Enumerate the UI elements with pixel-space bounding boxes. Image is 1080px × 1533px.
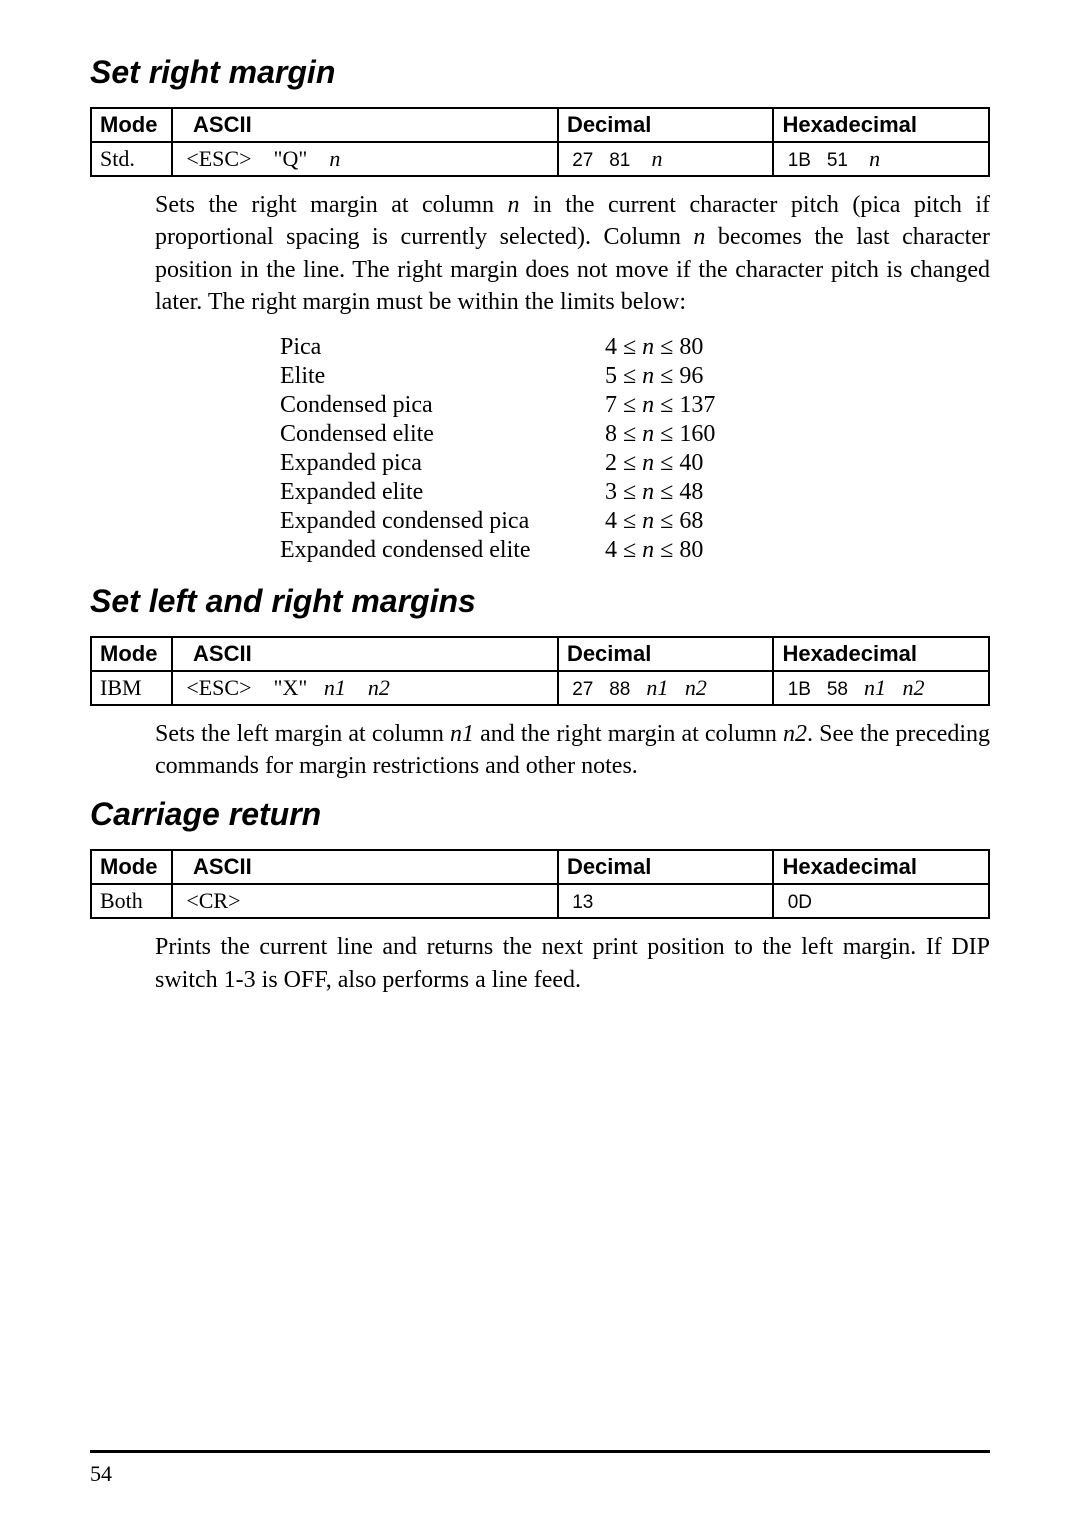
cell-mode: Std. [91,142,172,176]
cell-hex: 0D [773,884,989,918]
col-decimal: Decimal [558,850,774,884]
cell-hex: 1B 58 n1 n2 [773,671,989,705]
table-header-row: Mode ASCII Decimal Hexadecimal [91,108,989,142]
col-hex: Hexadecimal [773,637,989,671]
cell-ascii: <CR> [172,884,558,918]
page-number: 54 [90,1461,112,1487]
limits-row: Expanded condensed elite4 ≤ n ≤ 80 [280,536,715,565]
cell-ascii: <ESC> "Q" n [172,142,558,176]
limits-row: Expanded pica2 ≤ n ≤ 40 [280,449,715,478]
table-header-row: Mode ASCII Decimal Hexadecimal [91,637,989,671]
table-row: IBM <ESC> "X" n1 n2 27 88 n1 n2 1B 58 n1… [91,671,989,705]
limits-table: Pica4 ≤ n ≤ 80 Elite5 ≤ n ≤ 96 Condensed… [280,333,715,565]
table-row: Std. <ESC> "Q" n 27 81 n 1B 51 n [91,142,989,176]
col-mode: Mode [91,637,172,671]
body-text-3: Prints the current line and returns the … [155,931,990,996]
col-hex: Hexadecimal [773,850,989,884]
col-mode: Mode [91,850,172,884]
limits-row: Condensed pica7 ≤ n ≤ 137 [280,391,715,420]
cell-hex: 1B 51 n [773,142,989,176]
col-mode: Mode [91,108,172,142]
footer-rule [90,1450,990,1453]
col-decimal: Decimal [558,108,774,142]
limits-row: Condensed elite8 ≤ n ≤ 160 [280,420,715,449]
limits-row: Expanded condensed pica4 ≤ n ≤ 68 [280,507,715,536]
cell-mode: Both [91,884,172,918]
table-row: Both <CR> 13 0D [91,884,989,918]
body-text-1: Sets the right margin at column n in the… [155,189,990,319]
table-header-row: Mode ASCII Decimal Hexadecimal [91,850,989,884]
cell-decimal: 13 [558,884,774,918]
cmd-table-1: Mode ASCII Decimal Hexadecimal Std. <ESC… [90,107,990,177]
section-title: Set right margin [90,54,990,91]
limits-row: Pica4 ≤ n ≤ 80 [280,333,715,362]
col-ascii: ASCII [172,108,558,142]
cell-decimal: 27 88 n1 n2 [558,671,774,705]
cmd-table-3: Mode ASCII Decimal Hexadecimal Both <CR>… [90,849,990,919]
limits-row: Elite5 ≤ n ≤ 96 [280,362,715,391]
col-ascii: ASCII [172,850,558,884]
col-ascii: ASCII [172,637,558,671]
cell-mode: IBM [91,671,172,705]
section-title: Set left and right margins [90,583,990,620]
cell-ascii: <ESC> "X" n1 n2 [172,671,558,705]
cmd-table-2: Mode ASCII Decimal Hexadecimal IBM <ESC>… [90,636,990,706]
col-hex: Hexadecimal [773,108,989,142]
cell-decimal: 27 81 n [558,142,774,176]
body-text-2: Sets the left margin at column n1 and th… [155,718,990,783]
limits-row: Expanded elite3 ≤ n ≤ 48 [280,478,715,507]
col-decimal: Decimal [558,637,774,671]
section-title: Carriage return [90,796,990,833]
